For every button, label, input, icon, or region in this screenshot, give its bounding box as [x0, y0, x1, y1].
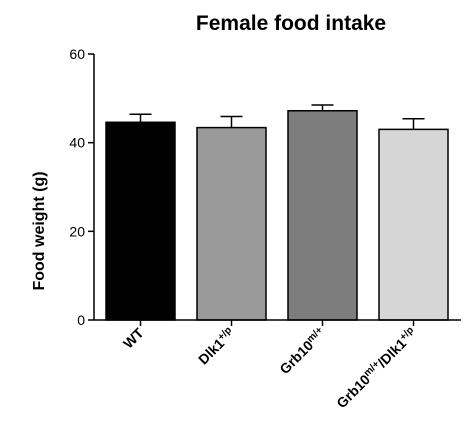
x-tick-label-3: Grb10m/+/Dlk1+/p	[333, 324, 420, 411]
axes	[93, 54, 461, 326]
y-tick-label-1: 20	[69, 223, 85, 239]
y-ticks: 0 20 40 60	[69, 46, 94, 328]
x-tick-label-2: Grb10m/+	[276, 324, 329, 377]
bar-0	[105, 121, 176, 321]
error-bar-1	[220, 115, 243, 128]
bar-1	[196, 126, 267, 321]
x-tick-label-1: Dlk1+/p	[195, 324, 238, 367]
error-bar-2	[311, 104, 334, 111]
error-bar-3	[402, 117, 425, 130]
bar-2	[287, 109, 358, 321]
bar-3	[378, 128, 449, 321]
chart-title: Female food intake	[196, 12, 386, 35]
y-tick-label-2: 40	[69, 135, 85, 151]
y-tick-label-0: 0	[77, 312, 85, 328]
x-tick-labels: WT Dlk1+/p Grb10m/+Grb10m/+/Dlk1+/p	[120, 324, 420, 411]
bars	[105, 109, 449, 321]
error-bar-0	[129, 113, 152, 123]
error-bars	[129, 104, 425, 130]
y-tick-label-3: 60	[69, 46, 85, 62]
x-tick-label-0: WT	[120, 324, 147, 351]
y-axis-label: Food weight (g)	[31, 171, 48, 290]
